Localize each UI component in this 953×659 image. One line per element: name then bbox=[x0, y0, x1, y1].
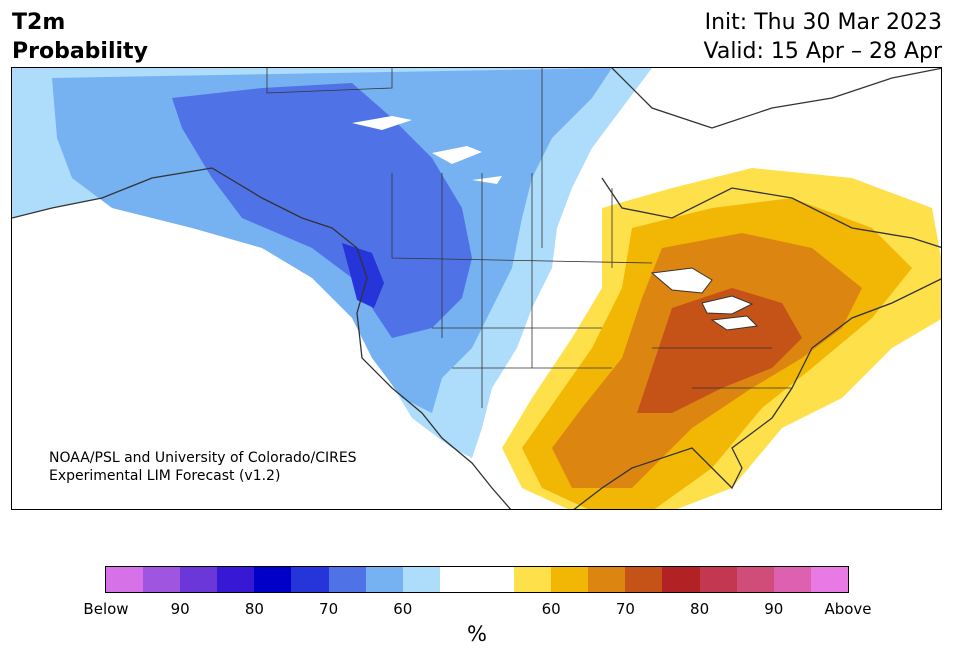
colorbar-segment bbox=[476, 567, 515, 592]
colorbar-segment bbox=[180, 567, 218, 592]
title-line-2: Probability bbox=[12, 39, 148, 64]
colorbar-segment bbox=[217, 567, 255, 592]
colorbar-tick-label: Below bbox=[83, 600, 129, 618]
forecast-dates: Init: Thu 30 Mar 2023 Valid: 15 Apr – 28… bbox=[704, 8, 943, 66]
colorbar-tick-label: 90 bbox=[764, 600, 784, 618]
chart-title: T2m Probability bbox=[12, 8, 148, 66]
cold-70-region bbox=[172, 83, 472, 338]
colorbar-segment bbox=[514, 567, 552, 592]
colorbar-tick-label: Above bbox=[824, 600, 872, 618]
credit-line-1: NOAA/PSL and University of Colorado/CIRE… bbox=[49, 450, 357, 466]
colorbar-segment bbox=[736, 567, 774, 592]
northern-lakes bbox=[352, 116, 502, 184]
init-date: Init: Thu 30 Mar 2023 bbox=[704, 10, 942, 35]
colorbar-segment bbox=[328, 567, 366, 592]
colorbar-segment bbox=[291, 567, 329, 592]
colorbar bbox=[105, 566, 849, 593]
colorbar-segment bbox=[106, 567, 144, 592]
great-lakes bbox=[650, 267, 759, 331]
border-lines bbox=[266, 68, 792, 408]
title-line-1: T2m bbox=[12, 10, 66, 35]
colorbar-tick-label: 70 bbox=[615, 600, 635, 618]
colorbar-unit: % bbox=[467, 622, 487, 646]
colorbar-tick-label: 80 bbox=[690, 600, 710, 618]
colorbar-tick-label: 70 bbox=[319, 600, 339, 618]
map-panel bbox=[11, 67, 942, 510]
cold-75-region bbox=[342, 243, 384, 308]
warm-75-region bbox=[637, 288, 802, 413]
colorbar-tick-label: 60 bbox=[541, 600, 561, 618]
credit-line-2: Experimental LIM Forecast (v1.2) bbox=[49, 468, 281, 484]
colorbar-segment bbox=[402, 567, 440, 592]
colorbar-tick-label: 90 bbox=[170, 600, 190, 618]
valid-period: Valid: 15 Apr – 28 Apr bbox=[703, 39, 943, 64]
colorbar-segment bbox=[551, 567, 589, 592]
colorbar-segment bbox=[365, 567, 403, 592]
colorbar-segment bbox=[143, 567, 181, 592]
colorbar-tick-label: 60 bbox=[393, 600, 413, 618]
colorbar-segment bbox=[254, 567, 292, 592]
colorbar-segment bbox=[439, 567, 477, 592]
colorbar-segment bbox=[773, 567, 811, 592]
colorbar-segment bbox=[625, 567, 663, 592]
colorbar-segment bbox=[699, 567, 737, 592]
map-credit: NOAA/PSL and University of Colorado/CIRE… bbox=[49, 449, 357, 485]
colorbar-segment bbox=[588, 567, 626, 592]
coastline bbox=[12, 68, 941, 509]
probability-map bbox=[12, 68, 941, 509]
colorbar-segment bbox=[810, 567, 848, 592]
colorbar-tick-label: 80 bbox=[244, 600, 264, 618]
colorbar-segment bbox=[662, 567, 700, 592]
